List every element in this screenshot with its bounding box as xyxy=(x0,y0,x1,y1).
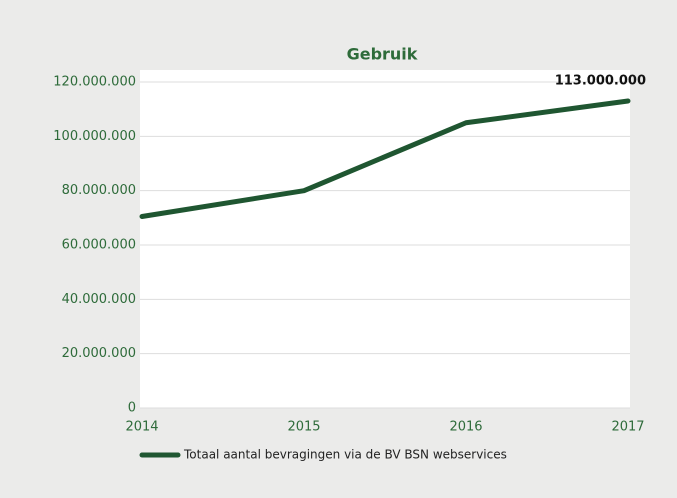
y-tick-label: 0 xyxy=(128,401,136,416)
y-tick-label: 40.000.000 xyxy=(62,292,136,307)
y-tick-label: 120.000.000 xyxy=(53,75,136,90)
x-tick-label: 2016 xyxy=(449,420,482,435)
plot-area xyxy=(140,70,630,408)
y-tick-label: 100.000.000 xyxy=(53,129,136,144)
chart-title: Gebruik xyxy=(347,45,418,64)
legend-label: Totaal aantal bevragingen via de BV BSN … xyxy=(183,448,507,462)
data-line xyxy=(139,98,631,219)
y-tick-label: 20.000.000 xyxy=(62,346,136,361)
data-label: 113.000.000 xyxy=(555,74,646,89)
x-tick-label: 2015 xyxy=(287,420,320,435)
x-tick-label: 2017 xyxy=(611,420,644,435)
x-tick-label: 2014 xyxy=(125,420,158,435)
y-tick-label: 60.000.000 xyxy=(62,238,136,253)
y-tick-label: 80.000.000 xyxy=(62,183,136,198)
